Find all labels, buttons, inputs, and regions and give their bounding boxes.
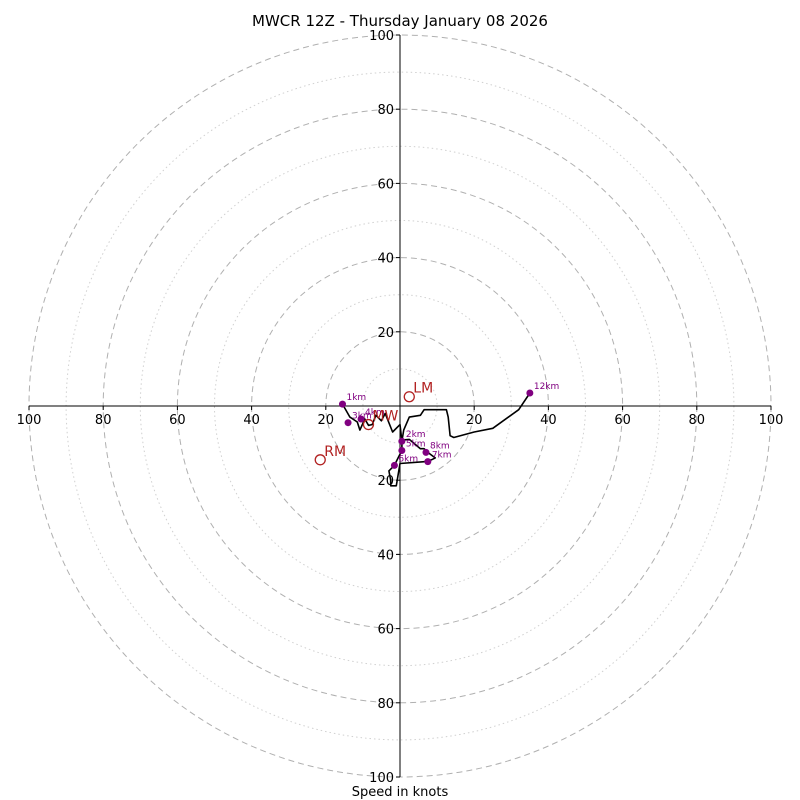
y-tick-label: 100 <box>369 771 394 786</box>
storm-label-RM: RM <box>324 444 346 460</box>
height-marker-1km <box>338 400 346 408</box>
height-label-2km: 2km <box>406 430 426 440</box>
height-marker-3km <box>344 419 352 427</box>
height-label-5km: 5km <box>406 440 426 450</box>
height-marker-2km <box>398 437 406 445</box>
height-label-4km: 4km <box>365 408 385 418</box>
x-tick-label: 80 <box>95 413 112 428</box>
y-tick-label: 60 <box>377 623 394 638</box>
storm-marker-RM <box>314 454 326 466</box>
y-tick-label: 100 <box>369 29 394 44</box>
x-tick-label: 20 <box>466 413 483 428</box>
hodograph-trace-group <box>341 392 531 487</box>
x-tick-label: 40 <box>540 413 557 428</box>
height-marker-4km <box>357 415 365 423</box>
x-tick-labels: 100 80 60 40 20 20 40 60 80 100 <box>17 406 784 428</box>
x-tick-label: 100 <box>759 413 784 428</box>
height-marker-8km <box>422 448 430 456</box>
height-marker-12km <box>526 389 534 397</box>
height-markers: 1km2km3km4km5km6km7km8km12km <box>338 382 559 469</box>
height-marker-5km <box>398 447 406 455</box>
storm-label-LM: LM <box>413 381 433 397</box>
storm-marker-LM <box>403 391 415 403</box>
height-label-6km: 6km <box>398 454 418 464</box>
y-tick-label: 60 <box>377 177 394 192</box>
x-axis-label: Speed in knots <box>352 785 449 800</box>
x-tick-label: 40 <box>243 413 260 428</box>
x-tick-label: 20 <box>318 413 335 428</box>
y-tick-label: 20 <box>377 474 394 489</box>
x-tick-label: 80 <box>689 413 706 428</box>
x-tick-label: 60 <box>169 413 186 428</box>
chart-title: MWCR 12Z - Thursday January 08 2026 <box>252 12 548 30</box>
storm-motion-markers: LM RM MW <box>314 381 433 466</box>
hodograph-trace <box>341 392 531 487</box>
storm-marker-MW <box>362 418 375 431</box>
height-label-1km: 1km <box>346 393 366 403</box>
height-label-7km: 7km <box>432 451 452 461</box>
height-marker-6km <box>390 461 398 469</box>
y-tick-label: 80 <box>377 697 394 712</box>
x-tick-label: 100 <box>17 413 42 428</box>
y-tick-label: 20 <box>377 326 394 341</box>
x-tick-label: 60 <box>614 413 631 428</box>
y-tick-label: 40 <box>377 548 394 563</box>
height-marker-7km <box>424 458 432 466</box>
y-tick-label: 80 <box>377 103 394 118</box>
height-label-8km: 8km <box>430 441 450 451</box>
storm-label-MW: MW <box>372 409 398 425</box>
height-label-12km: 12km <box>534 382 559 392</box>
axes <box>29 35 771 777</box>
y-tick-label: 40 <box>377 252 394 267</box>
